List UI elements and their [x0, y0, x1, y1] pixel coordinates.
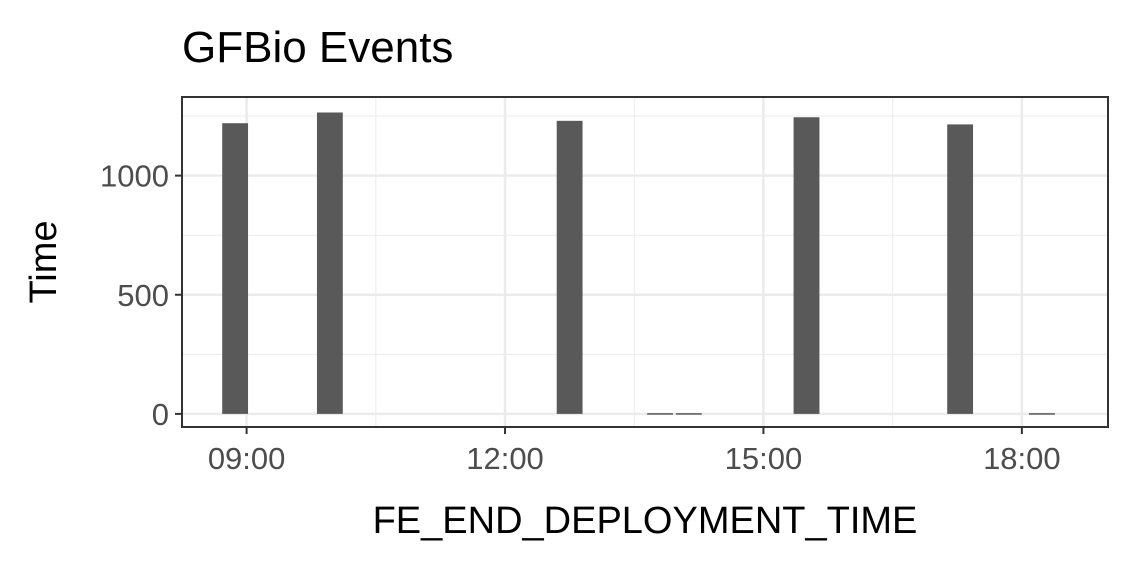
panel-border	[181, 96, 1109, 428]
bars	[222, 112, 1055, 415]
x-tick-label: 12:00	[466, 441, 544, 476]
y-tick-label: 0	[152, 397, 169, 432]
histogram-bar	[675, 413, 702, 415]
x-tick-label: 09:00	[208, 441, 286, 476]
y-axis-title: Time	[23, 220, 65, 303]
y-tick-label: 1000	[100, 159, 169, 194]
axes: 09:00 12:00 15:00 18:00 0 500 1000	[100, 159, 1061, 476]
x-axis-title: FE_END_DEPLOYMENT_TIME	[373, 500, 918, 542]
y-tick-label: 500	[117, 278, 169, 313]
x-tick-label: 18:00	[983, 441, 1061, 476]
histogram-bar	[947, 124, 974, 414]
histogram-bar	[647, 413, 673, 415]
histogram-bar	[556, 120, 583, 414]
histogram-bar	[222, 123, 249, 414]
chart-title: GFBio Events	[182, 23, 453, 72]
histogram-bar	[1029, 413, 1055, 415]
x-tick-label: 15:00	[725, 441, 803, 476]
histogram-bar	[793, 117, 820, 414]
histogram-bar	[316, 112, 343, 414]
